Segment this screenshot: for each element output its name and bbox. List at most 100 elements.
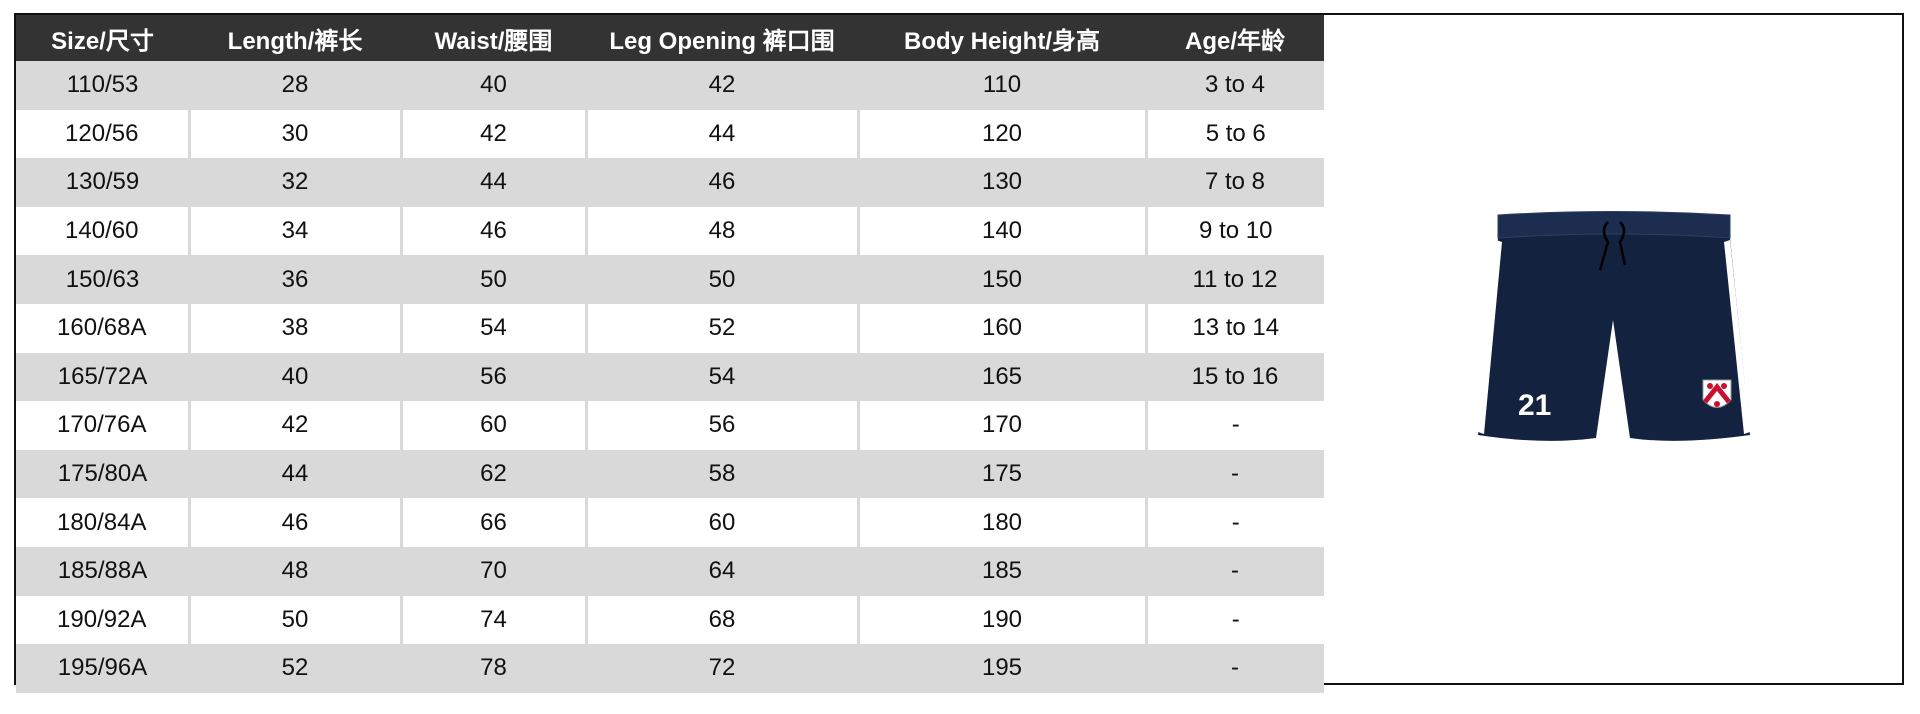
table-row: 195/96A 52 78 72 195- — [16, 644, 1324, 693]
cell-age: - — [1146, 449, 1324, 499]
cell-size: 165/72A — [16, 352, 189, 402]
cell-body-height: 185 — [858, 546, 1146, 596]
table-row: 130/59 32 44 46 130 7 to 8 — [16, 158, 1324, 207]
cell-waist: 62 — [401, 449, 586, 499]
cell-waist: 40 — [401, 61, 586, 110]
header-size: Size/尺寸 — [16, 15, 189, 61]
cell-age: - — [1144, 595, 1324, 645]
cell-leg-opening: 60 — [584, 498, 858, 547]
cell-leg-opening: 54 — [586, 352, 858, 402]
cell-waist: 78 — [401, 644, 586, 693]
cell-leg-opening: 52 — [584, 303, 858, 353]
cell-waist: 56 — [401, 352, 586, 402]
cell-waist: 66 — [399, 498, 586, 547]
cell-length: 32 — [189, 158, 401, 207]
cell-age: - — [1146, 546, 1324, 596]
shorts-number: 21 — [1518, 389, 1551, 422]
cell-length: 44 — [189, 449, 401, 499]
cell-size: 190/92A — [16, 595, 189, 645]
cell-body-height: 195 — [858, 644, 1146, 693]
cell-waist: 42 — [399, 109, 586, 159]
cell-body-height: 140 — [856, 206, 1146, 256]
cell-body-height: 150 — [858, 255, 1146, 304]
cell-age: 3 to 4 — [1146, 61, 1324, 110]
cell-leg-opening: 58 — [586, 449, 858, 499]
table-row: 140/60 34 46 48 140 9 to 10 — [16, 206, 1324, 256]
cell-length: 34 — [187, 206, 401, 256]
cell-waist: 70 — [401, 546, 586, 596]
cell-age: 7 to 8 — [1146, 158, 1324, 207]
table-row: 185/88A 48 70 64 185- — [16, 546, 1324, 596]
cell-body-height: 180 — [856, 498, 1146, 547]
cell-length: 46 — [187, 498, 401, 547]
cell-waist: 74 — [399, 595, 586, 645]
crest-icon — [1702, 379, 1732, 408]
cell-length: 40 — [189, 352, 401, 402]
cell-size: 170/76A — [16, 401, 189, 450]
cell-size: 120/56 — [16, 109, 189, 159]
cell-length: 48 — [189, 546, 401, 596]
cell-size: 180/84A — [16, 498, 189, 547]
cell-waist: 60 — [399, 401, 586, 450]
header-age: Age/年龄 — [1146, 15, 1324, 61]
cell-body-height: 165 — [858, 352, 1146, 402]
shorts-image: 21 — [1478, 211, 1750, 441]
cell-size: 110/53 — [16, 61, 189, 110]
cell-size: 150/63 — [16, 255, 189, 304]
cell-body-height: 190 — [856, 595, 1146, 645]
header-waist: Waist/腰围 — [401, 15, 586, 61]
cell-age: - — [1144, 498, 1324, 547]
cell-age: 5 to 6 — [1144, 109, 1324, 159]
header-body-height: Body Height/身高 — [858, 15, 1146, 61]
cell-size: 185/88A — [16, 546, 189, 596]
cell-age: 15 to 16 — [1146, 352, 1324, 402]
cell-length: 42 — [187, 401, 401, 450]
cell-size: 160/68A — [16, 303, 189, 353]
header-row: Size/尺寸 Length/裤长 Waist/腰围 Leg Opening 裤口围 B… — [16, 15, 1324, 61]
table-row: 180/84A 46 66 60 180- — [16, 498, 1324, 547]
size-chart: Size/尺寸 Length/裤长 Waist/腰围 Leg Opening 裤口围 B… — [14, 13, 1904, 693]
cell-length: 38 — [187, 303, 401, 353]
cell-waist: 44 — [401, 158, 586, 207]
cell-body-height: 130 — [858, 158, 1146, 207]
cell-leg-opening: 68 — [584, 595, 858, 645]
header-length: Length/裤长 — [189, 15, 401, 61]
cell-body-height: 170 — [856, 401, 1146, 450]
cell-age: - — [1146, 644, 1324, 693]
table-row: 120/56 30 42 44 120 5 to 6 — [16, 109, 1324, 159]
cell-length: 52 — [189, 644, 401, 693]
cell-leg-opening: 64 — [586, 546, 858, 596]
cell-age: 9 to 10 — [1144, 206, 1324, 256]
table-row: 175/80A 44 62 58 175- — [16, 449, 1324, 499]
cell-waist: 50 — [401, 255, 586, 304]
header-leg-opening: Leg Opening 裤口围 — [586, 15, 858, 61]
cell-length: 36 — [189, 255, 401, 304]
table-row: 150/63 36 50 50 150 11 to 12 — [16, 255, 1324, 304]
cell-leg-opening: 56 — [584, 401, 858, 450]
cell-age: 13 to 14 — [1144, 303, 1324, 353]
cell-age: - — [1144, 401, 1324, 450]
cell-size: 140/60 — [16, 206, 189, 256]
cell-leg-opening: 44 — [584, 109, 858, 159]
table-row: 190/92A 50 74 68 190- — [16, 595, 1324, 645]
cell-age: 11 to 12 — [1146, 255, 1324, 304]
cell-body-height: 110 — [858, 61, 1146, 110]
cell-leg-opening: 72 — [586, 644, 858, 693]
cell-leg-opening: 46 — [586, 158, 858, 207]
cell-size: 195/96A — [16, 644, 189, 693]
cell-body-height: 160 — [856, 303, 1146, 353]
cell-waist: 46 — [399, 206, 586, 256]
size-table: Size/尺寸 Length/裤长 Waist/腰围 Leg Opening 裤口围 B… — [16, 15, 1324, 693]
cell-size: 175/80A — [16, 449, 189, 499]
table-row: 165/72A 40 56 54 165 15 to 16 — [16, 352, 1324, 402]
cell-body-height: 120 — [856, 109, 1146, 159]
table-row: 160/68A 38 54 52 160 13 to 14 — [16, 303, 1324, 353]
table-row: 110/53 28 40 42 110 3 to 4 — [16, 61, 1324, 110]
cell-leg-opening: 42 — [586, 61, 858, 110]
cell-leg-opening: 50 — [586, 255, 858, 304]
cell-waist: 54 — [399, 303, 586, 353]
cell-length: 50 — [187, 595, 401, 645]
cell-leg-opening: 48 — [584, 206, 858, 256]
cell-size: 130/59 — [16, 158, 189, 207]
cell-body-height: 175 — [858, 449, 1146, 499]
